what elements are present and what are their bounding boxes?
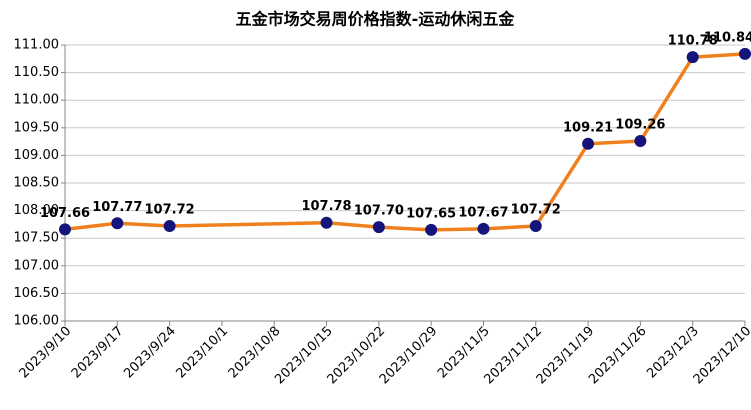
value-label: 107.78 (301, 199, 351, 214)
value-label: 107.65 (406, 206, 456, 221)
y-tick-label: 111.00 (14, 38, 60, 53)
value-label: 109.26 (615, 118, 665, 133)
marker (320, 216, 333, 229)
value-label: 110.78 (668, 34, 718, 49)
marker (634, 135, 647, 148)
marker (425, 223, 438, 236)
y-tick-label: 106.50 (14, 286, 60, 301)
value-label: 107.67 (458, 205, 508, 220)
y-tick-label: 109.50 (14, 120, 60, 135)
marker (529, 220, 542, 233)
y-tick-label: 107.00 (14, 258, 60, 273)
value-label: 110.84 (704, 30, 751, 45)
value-label: 107.77 (92, 200, 142, 215)
marker (111, 217, 124, 230)
value-label: 107.66 (40, 206, 90, 221)
chart-title: 五金市场交易周价格指数-运动休闲五金 (236, 10, 516, 29)
y-tick-label: 108.50 (14, 176, 60, 191)
y-tick-label: 107.50 (14, 231, 60, 246)
marker (739, 47, 751, 60)
value-label: 107.72 (145, 203, 195, 218)
marker (686, 51, 699, 64)
marker (372, 221, 385, 234)
value-label: 107.70 (354, 204, 404, 219)
marker (59, 223, 71, 236)
marker (163, 220, 176, 233)
y-tick-label: 110.50 (14, 65, 60, 80)
y-tick-label: 106.00 (14, 314, 60, 329)
y-tick-label: 108.00 (14, 203, 60, 218)
y-tick-label: 109.00 (14, 148, 60, 163)
value-label: 107.72 (511, 203, 561, 218)
value-label: 109.21 (563, 120, 613, 135)
line (64, 52, 746, 232)
y-tick-label: 110.00 (14, 93, 60, 108)
marker (582, 137, 595, 150)
marker (477, 222, 490, 235)
